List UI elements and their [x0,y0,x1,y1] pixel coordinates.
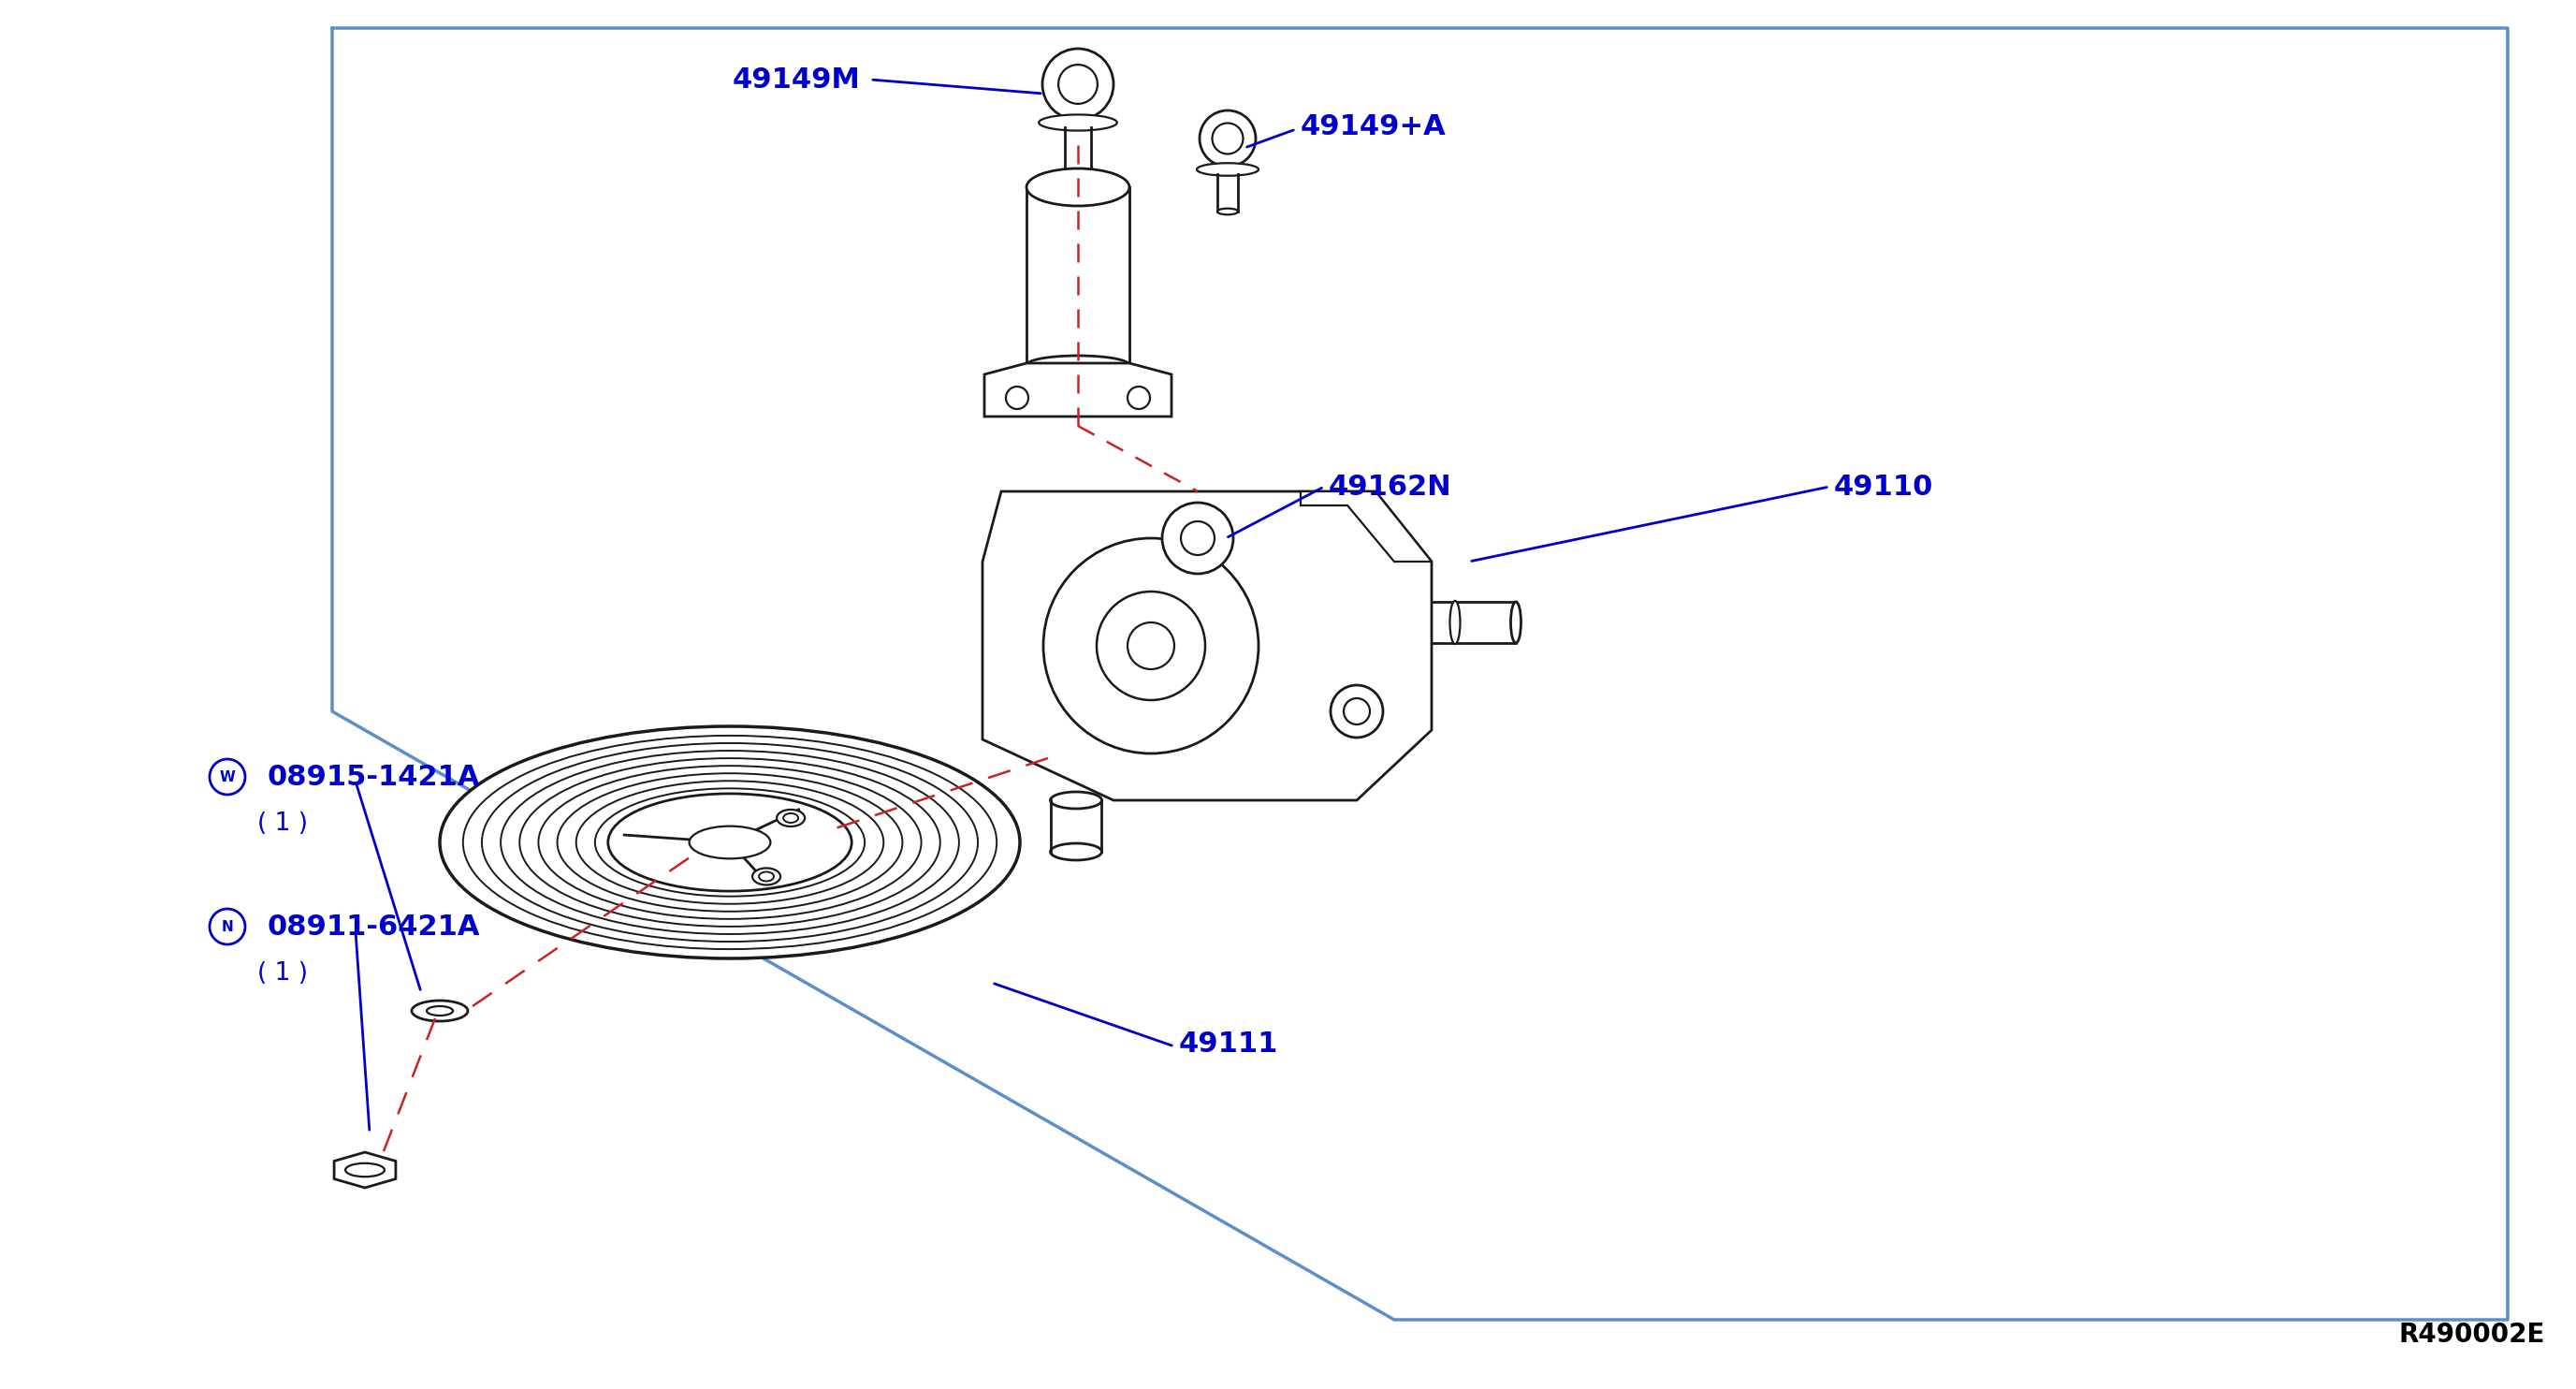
Ellipse shape [1025,356,1128,375]
Polygon shape [981,492,1432,800]
Circle shape [1043,49,1113,119]
Circle shape [1005,386,1028,408]
Ellipse shape [500,750,958,933]
Circle shape [1180,521,1213,556]
Ellipse shape [595,789,866,896]
Circle shape [1200,111,1255,167]
Text: 08911-6421A: 08911-6421A [268,913,479,940]
Ellipse shape [1198,163,1260,176]
Circle shape [1332,685,1383,738]
Ellipse shape [412,1000,469,1021]
Ellipse shape [690,826,770,858]
Circle shape [1128,386,1149,408]
Text: 49110: 49110 [1834,474,1935,500]
Text: R490002E: R490002E [2398,1321,2545,1347]
Circle shape [1097,592,1206,700]
Ellipse shape [1051,843,1103,860]
Ellipse shape [613,796,845,889]
Polygon shape [1301,492,1432,561]
Ellipse shape [538,765,922,920]
Ellipse shape [556,774,902,911]
Text: ( 1 ): ( 1 ) [258,811,309,836]
Text: 49111: 49111 [1180,1031,1278,1057]
Ellipse shape [608,793,853,892]
Circle shape [1128,622,1175,669]
Ellipse shape [440,726,1020,958]
Text: ( 1 ): ( 1 ) [258,961,309,986]
Ellipse shape [1051,792,1103,808]
Text: 08915-1421A: 08915-1421A [268,764,479,790]
Ellipse shape [428,1006,453,1015]
Ellipse shape [752,868,781,885]
Ellipse shape [1025,168,1128,206]
Ellipse shape [783,814,799,822]
Ellipse shape [778,810,804,826]
Ellipse shape [1038,115,1118,131]
Polygon shape [335,1153,397,1188]
Circle shape [1345,699,1370,725]
Ellipse shape [1450,601,1461,644]
Circle shape [1162,503,1234,574]
Ellipse shape [760,872,773,881]
Text: W: W [219,770,234,783]
Ellipse shape [482,743,979,942]
Ellipse shape [1218,208,1239,215]
Polygon shape [984,363,1172,417]
Ellipse shape [464,736,997,949]
Ellipse shape [577,781,884,904]
Ellipse shape [1510,601,1520,643]
Text: N: N [222,920,234,933]
Ellipse shape [345,1163,384,1176]
Text: 49149+A: 49149+A [1301,113,1445,140]
Ellipse shape [1064,172,1092,181]
Text: 49149M: 49149M [732,67,860,93]
Text: 49162N: 49162N [1329,474,1453,500]
Ellipse shape [520,758,940,926]
Circle shape [1043,538,1260,753]
